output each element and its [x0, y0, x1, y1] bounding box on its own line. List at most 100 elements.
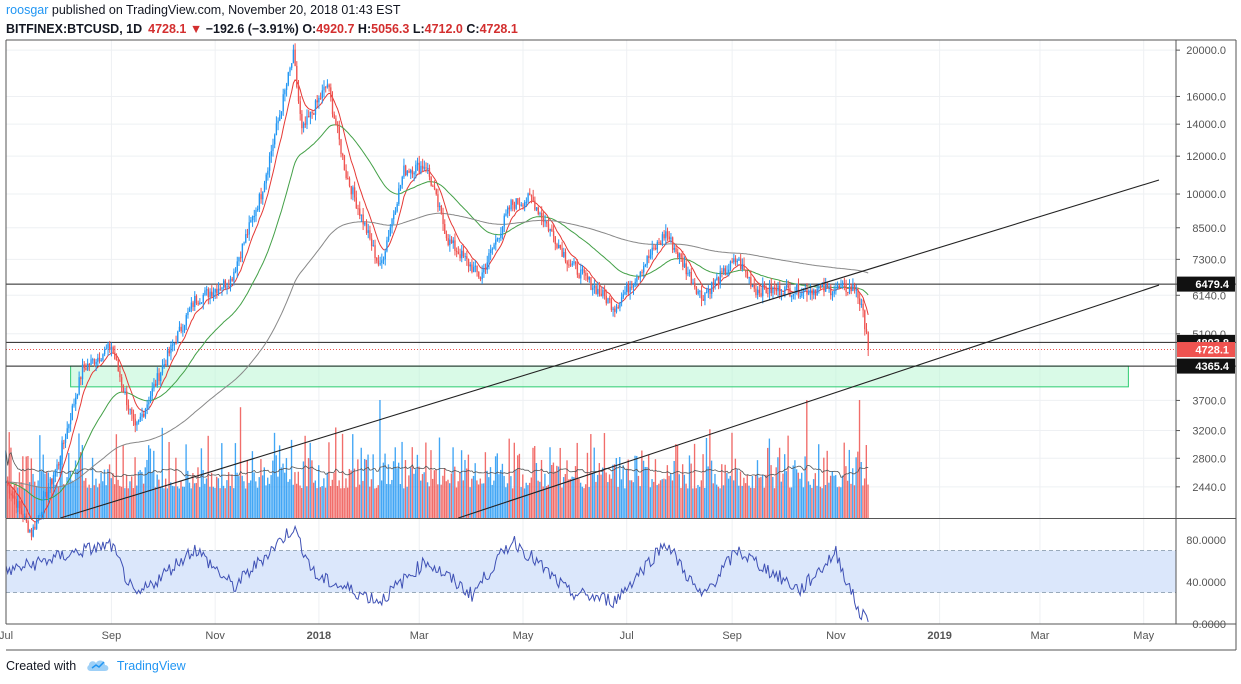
- candle-body: [343, 155, 346, 171]
- volume-bar: [28, 482, 31, 518]
- volume-bar: [447, 479, 449, 518]
- candle-body: [153, 383, 155, 389]
- volume-bar: [506, 483, 509, 518]
- candle-body: [853, 284, 856, 291]
- volume-bar: [724, 464, 726, 518]
- volume-bar: [353, 468, 356, 518]
- x-tick-label: Nov: [205, 630, 225, 642]
- candle-body: [236, 261, 238, 271]
- volume-bar: [561, 487, 563, 518]
- volume-bar: [750, 487, 752, 518]
- candle-body: [500, 233, 502, 239]
- candle-body: [416, 162, 419, 165]
- candle-body: [466, 256, 468, 260]
- candle-body: [188, 308, 191, 312]
- candle-body: [122, 385, 125, 392]
- volume-bar: [217, 478, 220, 518]
- candle-body: [831, 293, 834, 296]
- candle-body: [284, 89, 286, 95]
- volume-bar: [386, 483, 388, 518]
- candle-body: [532, 196, 534, 201]
- candle-body: [360, 214, 363, 216]
- volume-bar: [576, 442, 578, 518]
- candle-body: [462, 250, 465, 257]
- volume-bar: [695, 488, 697, 518]
- candle-body: [234, 270, 237, 272]
- volume-bar: [483, 483, 485, 518]
- volume-bar: [795, 469, 798, 518]
- volume-bar: [792, 465, 794, 518]
- candle-body: [772, 287, 774, 294]
- volume-ma-line: [5, 450, 869, 479]
- volume-bar: [670, 473, 672, 518]
- candle-body: [624, 291, 626, 295]
- author-link[interactable]: roosgar: [6, 3, 49, 17]
- volume-bar: [25, 456, 27, 518]
- volume-bar: [459, 472, 461, 518]
- candle-body: [333, 114, 335, 119]
- candle-body: [651, 247, 653, 255]
- candle-body: [454, 240, 456, 251]
- volume-bar: [362, 480, 364, 518]
- candle-body: [345, 170, 347, 179]
- volume-bar: [306, 486, 308, 518]
- volume-bar: [840, 487, 842, 518]
- candle-body: [160, 372, 162, 382]
- volume-bar: [253, 472, 255, 518]
- volume-bar: [170, 482, 172, 518]
- volume-bar: [151, 472, 153, 518]
- open-label: O:: [302, 22, 317, 36]
- candle-body: [187, 311, 189, 316]
- volume-bar: [343, 488, 345, 518]
- candle-body: [297, 86, 300, 102]
- volume-bar: [40, 471, 43, 518]
- candle-body: [41, 512, 43, 516]
- candle-body: [110, 347, 113, 350]
- volume-bar: [74, 460, 77, 518]
- x-tick-label: Sep: [722, 630, 742, 642]
- candle-body: [809, 289, 812, 293]
- volume-bar: [431, 478, 434, 518]
- candle-body: [30, 529, 33, 537]
- volume-bar: [79, 452, 82, 518]
- candle-body: [177, 331, 179, 344]
- volume-bar: [370, 479, 373, 518]
- volume-bar: [523, 488, 526, 518]
- volume-bar: [600, 474, 602, 518]
- candle-body: [285, 84, 288, 90]
- volume-bar: [489, 467, 492, 518]
- volume-bar: [132, 488, 135, 518]
- candle-body: [185, 315, 187, 326]
- volume-bar: [829, 475, 832, 518]
- volume-bar: [619, 456, 621, 518]
- candle-body: [654, 247, 657, 250]
- volume-bar: [586, 452, 589, 518]
- candle-body: [801, 293, 803, 296]
- candle-body: [825, 284, 827, 292]
- candle-body: [864, 310, 866, 330]
- volume-bar: [797, 472, 799, 518]
- volume-bar: [588, 487, 590, 518]
- volume-bar: [746, 474, 748, 518]
- volume-bar: [93, 485, 95, 518]
- candle-body: [85, 368, 87, 370]
- volume-bar: [420, 480, 422, 518]
- volume-bar: [117, 479, 119, 518]
- volume-bar: [358, 484, 361, 518]
- volume-bar: [836, 487, 839, 518]
- volume-bar: [784, 454, 786, 518]
- volume-bar: [812, 479, 815, 518]
- volume-bar: [27, 456, 29, 518]
- candle-body: [367, 230, 369, 233]
- tradingview-link[interactable]: TradingView: [116, 658, 186, 673]
- candle-body: [117, 360, 119, 372]
- candle-body: [600, 293, 602, 297]
- volume-bar: [802, 487, 805, 518]
- candle-body: [665, 231, 667, 239]
- candle-body: [748, 277, 750, 279]
- volume-bar: [18, 472, 21, 518]
- volume-bar: [438, 437, 441, 518]
- volume-bar: [542, 486, 544, 518]
- volume-bar: [610, 478, 612, 518]
- candle-body: [852, 284, 854, 292]
